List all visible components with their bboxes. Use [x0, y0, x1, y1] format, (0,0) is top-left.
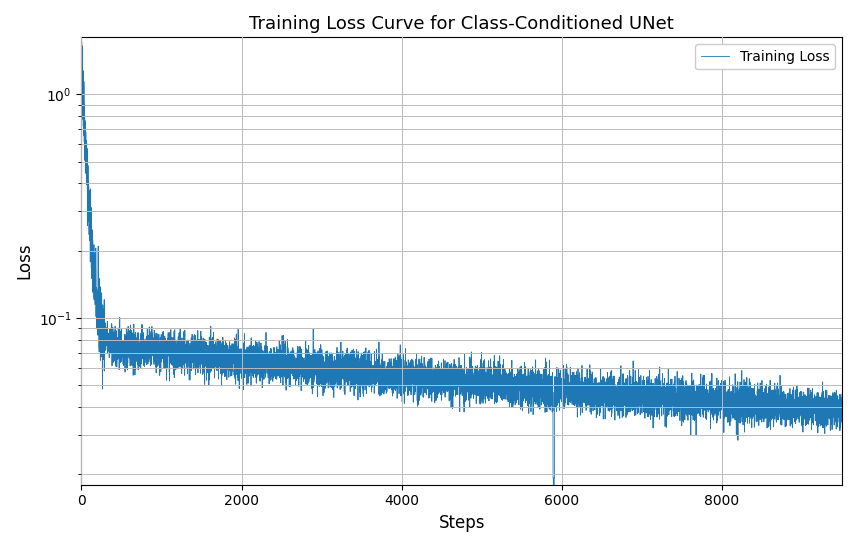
Training Loss [76, 51, 87, 58]
Training Loss [76, 38, 87, 45]
Training Loss [836, 391, 847, 397]
Training Loss [448, 363, 458, 370]
Legend: Training Loss: Training Loss [695, 44, 835, 69]
Training Loss [549, 503, 560, 509]
Training Loss [136, 336, 147, 343]
Title: Training Loss Curve for Class-Conditioned UNet: Training Loss Curve for Class-Conditione… [249, 15, 674, 33]
X-axis label: Steps: Steps [439, 514, 485, 532]
Training Loss [636, 383, 646, 390]
Training Loss [189, 359, 199, 366]
Training Loss [717, 401, 728, 408]
Y-axis label: Loss: Loss [15, 243, 33, 280]
Training Loss [255, 352, 266, 358]
Line: Training Loss: Training Loss [81, 42, 842, 506]
